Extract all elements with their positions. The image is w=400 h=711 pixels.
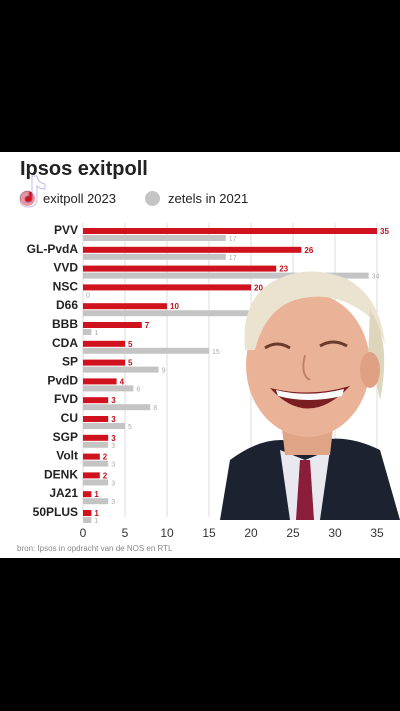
bar-50plus-zetels-2021 <box>83 517 92 523</box>
category-label-gl-pvda: GL-PvdA <box>27 242 79 256</box>
value-label-volt-zetels-2021: 3 <box>111 462 115 469</box>
value-label-pvv-zetels-2021: 17 <box>229 236 237 243</box>
category-label-cda: CDA <box>52 336 78 350</box>
category-label-sgp: SGP <box>53 430 78 444</box>
x-tick-label-10: 10 <box>160 526 174 540</box>
bar-cu-exitpoll-2023 <box>83 416 109 422</box>
value-label-d66-exitpoll-2023: 10 <box>170 302 179 311</box>
value-label-vvd-exitpoll-2023: 23 <box>279 265 288 274</box>
bar-sp-exitpoll-2023 <box>83 359 125 366</box>
bar-pvdd-zetels-2021 <box>83 385 134 392</box>
category-label-nsc: NSC <box>53 279 79 293</box>
bar-sgp-exitpoll-2023 <box>83 434 109 441</box>
category-label-50plus: 50PLUS <box>33 505 78 519</box>
bar-cda-exitpoll-2023 <box>83 340 125 347</box>
legend-item-zetels-2021: zetels in 2021 <box>145 189 248 207</box>
bar-fvd-exitpoll-2023 <box>83 397 109 404</box>
x-tick-label-5: 5 <box>122 526 129 540</box>
x-tick-label-30: 30 <box>328 526 342 540</box>
category-label-volt: Volt <box>56 449 78 463</box>
x-tick-label-0: 0 <box>80 526 87 540</box>
value-label-pvdd-exitpoll-2023: 4 <box>120 377 125 386</box>
value-label-denk-zetels-2021: 3 <box>111 480 115 487</box>
bar-ja21-exitpoll-2023 <box>83 491 92 498</box>
value-label-gl-pvda-zetels-2021: 17 <box>229 255 237 262</box>
category-label-bbb: BBB <box>52 317 78 331</box>
bar-pvv-exitpoll-2023 <box>83 228 377 234</box>
bar-cda-zetels-2021 <box>83 347 209 354</box>
value-label-sp-exitpoll-2023: 5 <box>128 359 133 368</box>
category-label-cu: CU <box>61 411 78 425</box>
bar-denk-exitpoll-2023 <box>83 472 100 479</box>
bar-ja21-zetels-2021 <box>83 498 109 505</box>
value-label-sp-zetels-2021: 9 <box>162 368 166 375</box>
value-label-nsc-zetels-2021: 0 <box>86 292 90 299</box>
category-label-sp: SP <box>62 355 78 369</box>
value-label-pvv-exitpoll-2023: 35 <box>380 227 389 236</box>
bar-sp-zetels-2021 <box>83 366 159 373</box>
value-label-cu-exitpoll-2023: 3 <box>111 415 116 424</box>
value-label-gl-pvda-exitpoll-2023: 26 <box>304 246 313 255</box>
value-label-nsc-exitpoll-2023: 20 <box>254 283 263 292</box>
category-label-fvd: FVD <box>54 392 78 406</box>
value-label-cu-zetels-2021: 5 <box>128 424 132 431</box>
tiktok-logo-icon: TikTok <box>17 175 46 218</box>
bar-volt-zetels-2021 <box>83 460 109 467</box>
value-label-cda-exitpoll-2023: 5 <box>128 340 133 349</box>
bar-vvd-exitpoll-2023 <box>83 265 277 272</box>
bar-cu-zetels-2021 <box>83 423 125 429</box>
value-label-pvdd-zetels-2021: 6 <box>136 386 140 393</box>
bar-denk-zetels-2021 <box>83 479 109 486</box>
value-label-denk-exitpoll-2023: 2 <box>103 471 108 480</box>
bar-d66-zetels-2021 <box>83 310 285 317</box>
value-label-bbb-zetels-2021: 1 <box>94 330 98 337</box>
value-label-50plus-exitpoll-2023: 1 <box>94 509 99 518</box>
bar-nsc-exitpoll-2023 <box>83 284 251 291</box>
value-label-volt-exitpoll-2023: 2 <box>103 453 108 462</box>
legend-label-zetels-2021: zetels in 2021 <box>168 190 249 206</box>
category-label-vvd: VVD <box>53 261 78 275</box>
bar-sgp-zetels-2021 <box>83 441 109 448</box>
value-label-vvd-zetels-2021: 34 <box>372 274 380 281</box>
laughing-politician-photo <box>220 271 400 520</box>
category-label-d66: D66 <box>56 298 78 312</box>
value-label-cda-zetels-2021: 15 <box>212 349 220 356</box>
bar-d66-exitpoll-2023 <box>83 303 167 310</box>
legend-swatch-grey <box>145 190 160 206</box>
legend-label-exitpoll-2023: exitpoll 2023 <box>43 190 116 206</box>
category-label-ja21: JA21 <box>49 486 78 500</box>
source-note: bron: Ipsos in opdracht van de NOS en RT… <box>17 544 173 553</box>
value-label-sgp-exitpoll-2023: 3 <box>111 434 116 443</box>
bar-gl-pvda-zetels-2021 <box>83 253 226 260</box>
category-label-denk: DENK <box>44 467 78 481</box>
x-tick-label-35: 35 <box>370 526 384 540</box>
bar-bbb-zetels-2021 <box>83 329 92 335</box>
value-label-ja21-zetels-2021: 3 <box>111 499 115 506</box>
bar-volt-exitpoll-2023 <box>83 453 100 460</box>
value-label-fvd-zetels-2021: 8 <box>153 405 157 412</box>
x-tick-label-25: 25 <box>286 526 300 540</box>
bar-gl-pvda-exitpoll-2023 <box>83 246 302 253</box>
bar-50plus-exitpoll-2023 <box>83 510 92 516</box>
value-label-ja21-exitpoll-2023: 1 <box>94 490 99 499</box>
bar-pvdd-exitpoll-2023 <box>83 378 117 385</box>
x-tick-label-20: 20 <box>244 526 258 540</box>
category-label-pvv: PVV <box>54 223 78 237</box>
tiktok-watermark-text: TikTok <box>17 208 43 218</box>
bar-vvd-zetels-2021 <box>83 272 369 279</box>
bar-fvd-zetels-2021 <box>83 404 151 411</box>
x-tick-label-15: 15 <box>202 526 216 540</box>
value-label-fvd-exitpoll-2023: 3 <box>111 396 116 405</box>
value-label-bbb-exitpoll-2023: 7 <box>145 321 150 330</box>
value-label-50plus-zetels-2021: 1 <box>94 518 98 525</box>
bar-bbb-exitpoll-2023 <box>83 322 142 328</box>
category-label-pvdd: PvdD <box>47 373 78 387</box>
chart-title: Ipsos exitpoll <box>20 158 148 180</box>
bar-pvv-zetels-2021 <box>83 235 226 241</box>
value-label-sgp-zetels-2021: 3 <box>111 443 115 450</box>
